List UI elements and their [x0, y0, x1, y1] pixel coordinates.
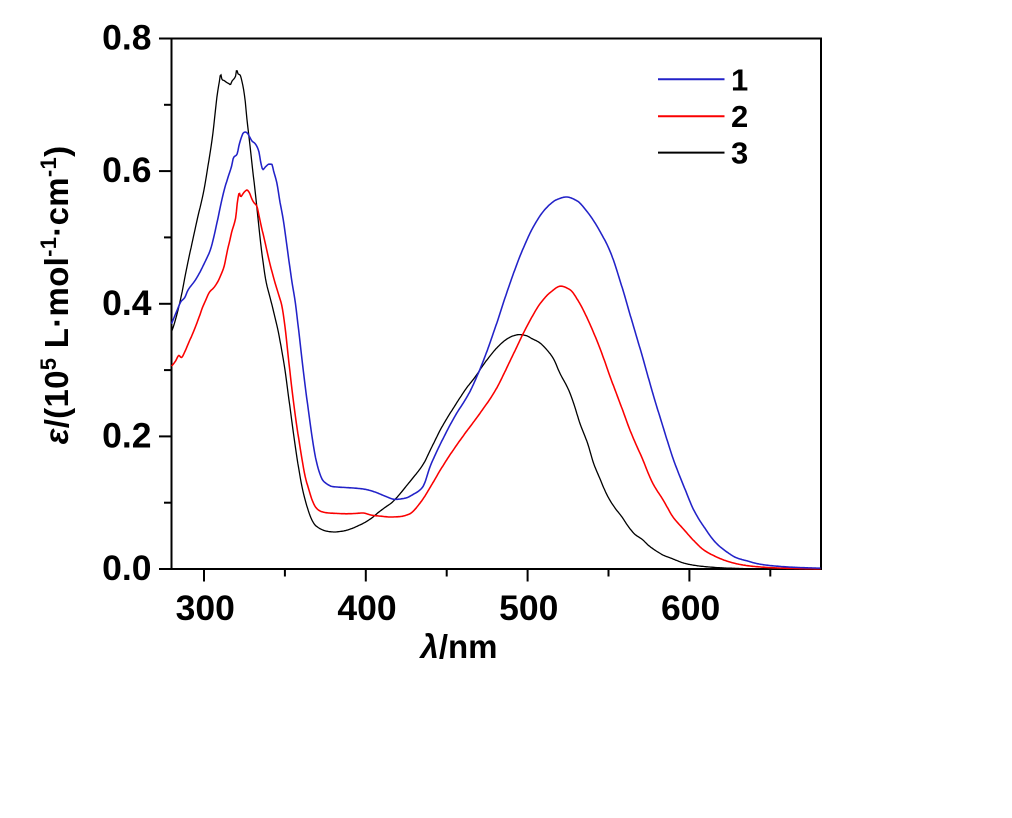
- svg-text:0.6: 0.6: [102, 150, 151, 190]
- svg-text:0.0: 0.0: [102, 548, 151, 588]
- svg-text:400: 400: [337, 588, 396, 628]
- svg-text:ε/(105 L·mol-1·cm-1): ε/(105 L·mol-1·cm-1): [36, 146, 75, 445]
- svg-text:0.8: 0.8: [102, 18, 151, 58]
- svg-text:0.4: 0.4: [102, 283, 152, 323]
- svg-text:1: 1: [731, 62, 748, 97]
- svg-text:3: 3: [731, 136, 748, 171]
- svg-text:600: 600: [661, 588, 720, 628]
- svg-text:λ/nm: λ/nm: [418, 628, 497, 665]
- svg-text:500: 500: [499, 588, 558, 628]
- svg-text:2: 2: [731, 99, 748, 134]
- svg-text:300: 300: [176, 588, 235, 628]
- svg-text:0.2: 0.2: [102, 415, 151, 455]
